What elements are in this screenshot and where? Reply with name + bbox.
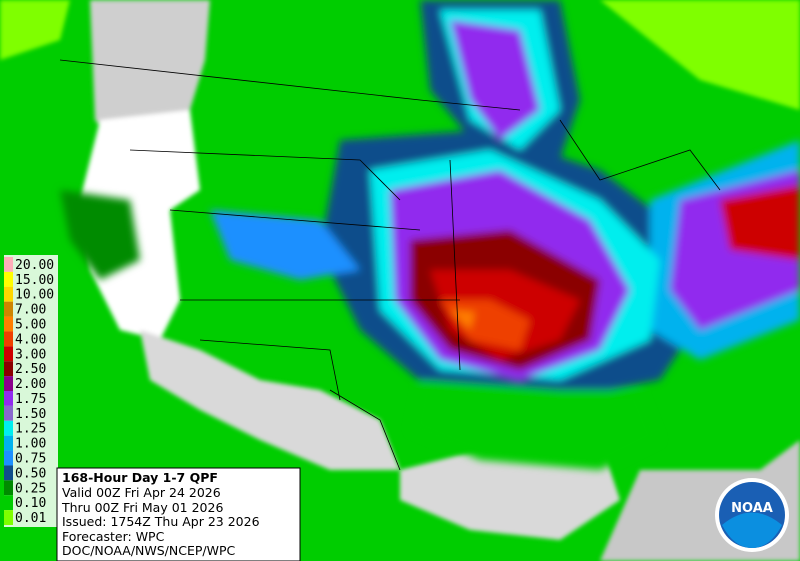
- legend-swatch: [4, 346, 13, 362]
- info-issued: Issued: 1754Z Thu Apr 23 2026: [62, 514, 260, 529]
- info-valid: Valid 00Z Fri Apr 24 2026: [62, 485, 221, 500]
- legend-label: 5.00: [15, 318, 46, 333]
- legend-label: 10.00: [15, 288, 54, 303]
- info-box: 168-Hour Day 1-7 QPF Valid 00Z Fri Apr 2…: [56, 467, 301, 561]
- legend-swatch: [4, 257, 13, 272]
- legend-label: 20.00: [15, 258, 54, 273]
- legend-label: 1.25: [15, 422, 46, 437]
- legend-swatch: [4, 286, 13, 302]
- legend-swatch: [4, 376, 13, 391]
- legend-label: 0.10: [15, 496, 46, 511]
- legend-label: 0.01: [15, 511, 46, 526]
- logo-wave: [722, 512, 782, 548]
- legend-swatch: [4, 435, 13, 451]
- legend-swatch: [4, 331, 13, 347]
- noaa-logo: NOAA: [715, 478, 789, 552]
- legend-swatch: [4, 271, 13, 287]
- legend-label: 2.50: [15, 362, 46, 377]
- legend-swatch: [4, 480, 13, 496]
- legend-label: 1.50: [15, 407, 46, 422]
- legend-label: 1.00: [15, 437, 46, 452]
- info-box-bg: [56, 467, 301, 561]
- legend-swatch: [4, 316, 13, 332]
- legend-swatch: [4, 405, 13, 421]
- info-title: 168-Hour Day 1-7 QPF: [62, 470, 218, 485]
- legend-label: 7.00: [15, 303, 46, 318]
- legend-swatch: [4, 465, 13, 481]
- legend-swatch: [4, 495, 13, 511]
- legend-swatch: [4, 510, 13, 525]
- legend-label: 0.75: [15, 452, 46, 467]
- info-forecaster: Forecaster: WPC: [62, 529, 165, 544]
- legend-swatch: [4, 420, 13, 436]
- legend-swatch: [4, 450, 13, 466]
- legend-swatch: [4, 361, 13, 377]
- legend-label: 2.00: [15, 377, 46, 392]
- legend-label: 3.00: [15, 347, 46, 362]
- legend-label: 0.25: [15, 481, 46, 496]
- legend-label: 1.75: [15, 392, 46, 407]
- legend-label: 0.50: [15, 466, 46, 481]
- info-agency: DOC/NOAA/NWS/NCEP/WPC: [62, 543, 236, 558]
- legend-label: 15.00: [15, 273, 54, 288]
- legend: 20.0015.0010.007.005.004.003.002.502.001…: [4, 255, 58, 527]
- legend-label: 4.00: [15, 332, 46, 347]
- legend-swatch: [4, 301, 13, 317]
- logo-text: NOAA: [731, 501, 773, 516]
- legend-swatch: [4, 391, 13, 406]
- info-thru: Thru 00Z Fri May 01 2026: [61, 500, 223, 515]
